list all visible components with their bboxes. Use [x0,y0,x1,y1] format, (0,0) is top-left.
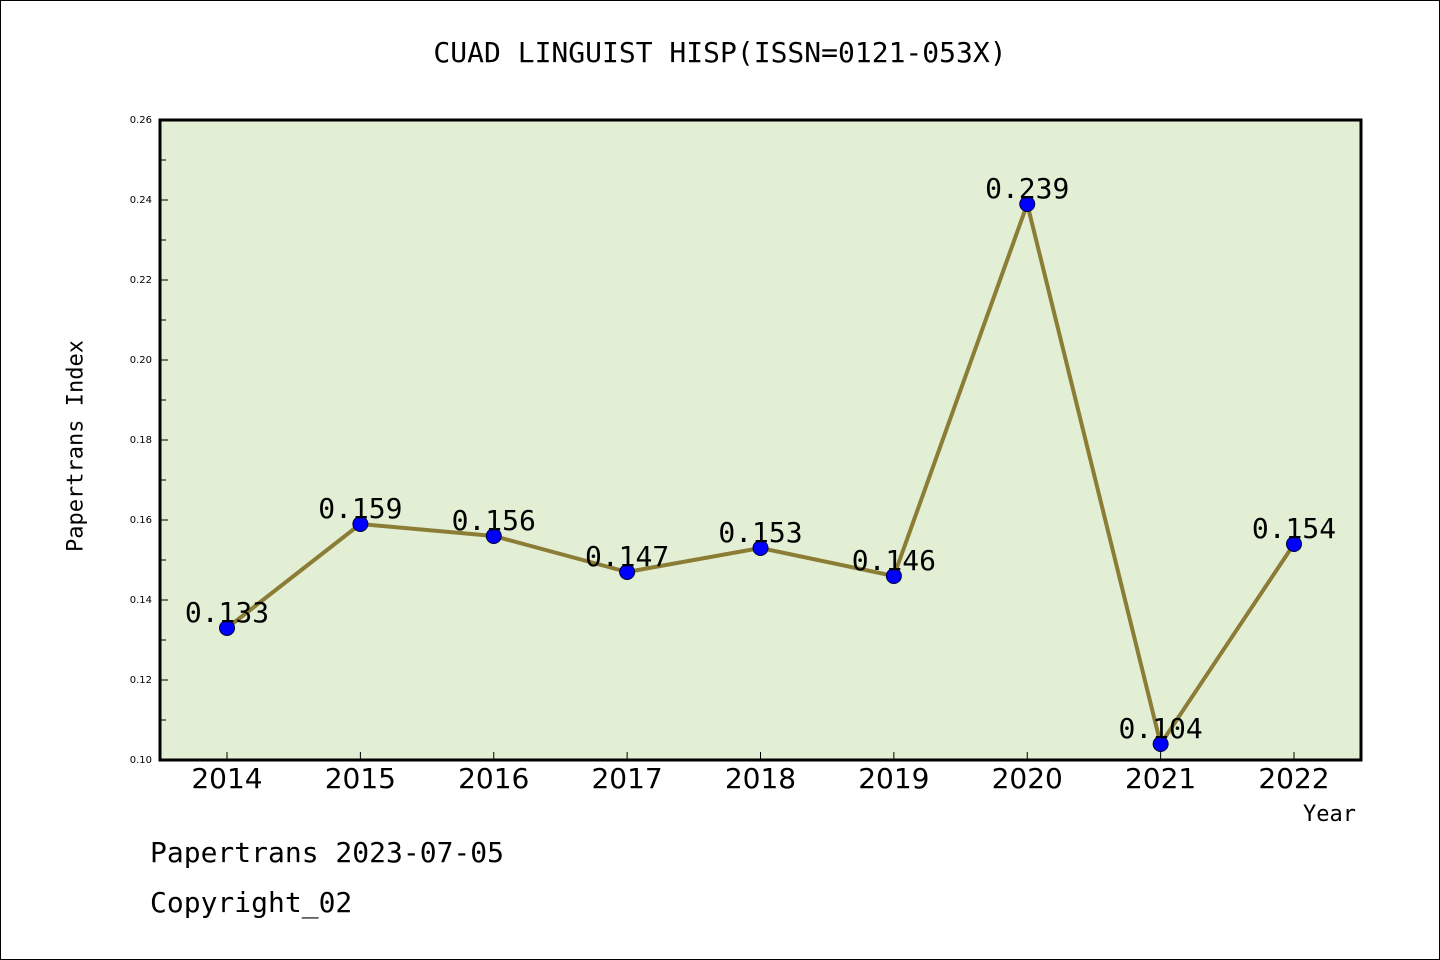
data-label: 0.156 [452,504,536,537]
data-point [352,516,369,532]
x-axis: 2014 2015 2016 2017 2018 2019 2020 2021 2022 [191,752,1330,795]
x-tick-label: 2017 [591,762,662,795]
x-tick-label: 2016 [458,762,529,795]
x-tick-label: 2018 [725,762,796,795]
series-layer: 0.133 0.159 0.156 0.147 0.153 0.146 0.239 0.104… [185,172,1336,752]
y-tick-label: 0.18 [130,435,152,446]
x-tick-label: 2019 [858,762,929,795]
plot-border [158,118,1363,762]
footer-copyright: Copyright_02 [150,886,353,919]
y-tick-label: 0.14 [130,595,152,606]
data-point [885,568,902,584]
y-tick-label: 0.12 [130,675,152,686]
y-tick-label: 0.10 [130,755,152,766]
data-point [752,540,769,556]
data-label: 0.154 [1252,512,1336,545]
data-label: 0.153 [718,516,802,549]
x-tick-label: 2015 [325,762,396,795]
data-label: 0.146 [852,544,936,577]
y-tick-label: 0.24 [130,195,152,206]
data-point [619,564,636,580]
x-tick-label: 2014 [191,762,262,795]
data-point [485,528,502,544]
plot-area [160,120,1361,760]
data-point [219,620,235,636]
data-label: 0.239 [985,172,1069,205]
y-tick-label: 0.16 [130,515,152,526]
footer-date: Papertrans 2023-07-05 [150,836,505,869]
x-tick-label: 2021 [1125,762,1196,795]
data-point [1286,536,1302,552]
data-point [1152,736,1169,752]
x-tick-label: 2020 [992,762,1063,795]
data-label: 0.133 [185,596,269,629]
y-tick-label: 0.26 [130,115,152,126]
x-tick-label: 2022 [1258,762,1329,795]
chart-title: CUAD LINGUIST HISP(ISSN=0121-053X) [433,36,1007,69]
data-label: 0.104 [1118,712,1202,745]
x-axis-label: Year [1303,802,1356,827]
y-tick-label: 0.22 [130,275,152,286]
data-point [1019,196,1036,212]
data-label: 0.147 [585,540,669,573]
y-tick-label: 0.20 [130,355,152,366]
data-label: 0.159 [318,492,402,525]
